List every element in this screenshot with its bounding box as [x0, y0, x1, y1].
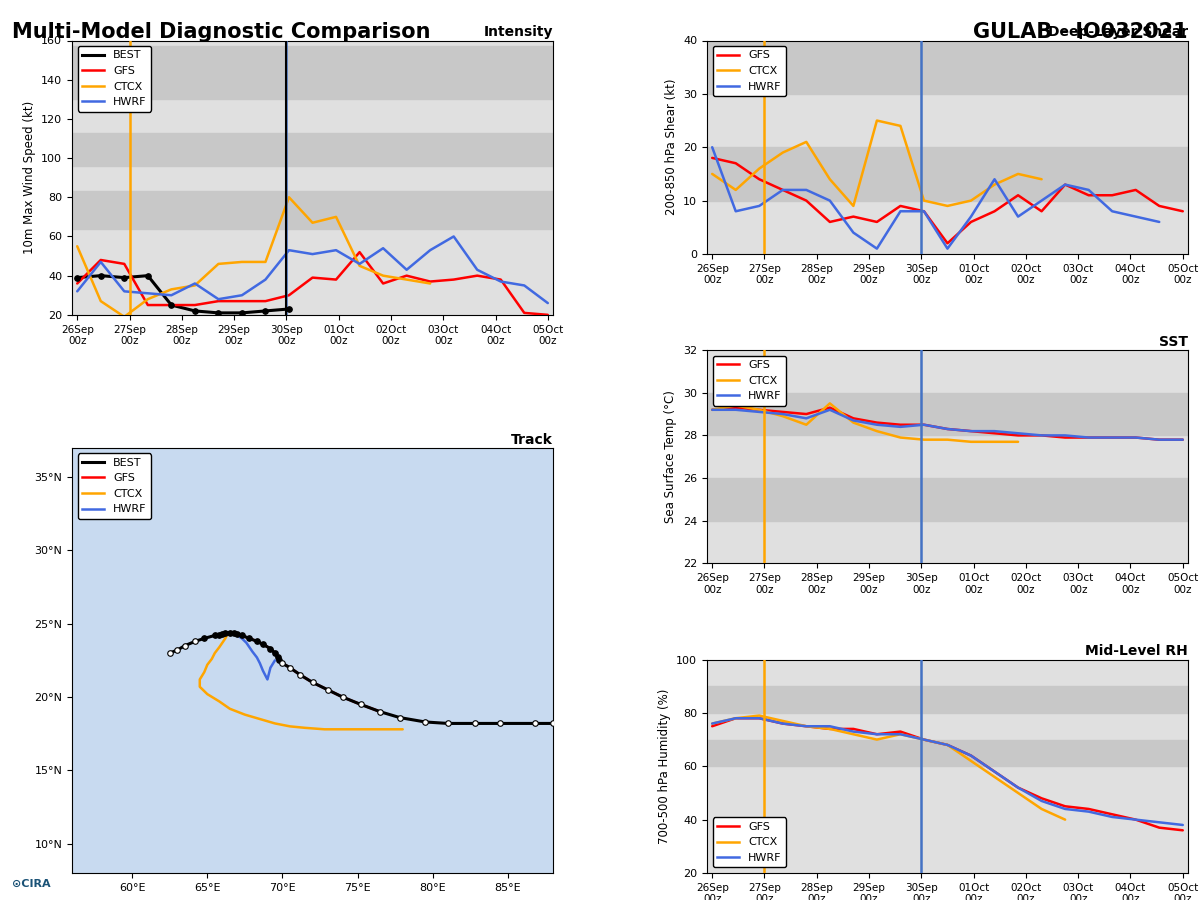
Bar: [72, 192, 553, 229]
Y-axis label: Sea Surface Temp (°C): Sea Surface Temp (°C): [665, 391, 678, 523]
Bar: [707, 392, 1188, 436]
Y-axis label: 10m Max Wind Speed (kt): 10m Max Wind Speed (kt): [23, 101, 36, 255]
Bar: [72, 132, 553, 166]
Text: GULAB - IO032021: GULAB - IO032021: [973, 22, 1188, 42]
Y-axis label: 200-850 hPa Shear (kt): 200-850 hPa Shear (kt): [665, 79, 678, 215]
Bar: [707, 478, 1188, 521]
Y-axis label: 700-500 hPa Humidity (%): 700-500 hPa Humidity (%): [658, 688, 671, 844]
Legend: GFS, CTCX, HWRF: GFS, CTCX, HWRF: [713, 817, 786, 868]
Bar: [707, 148, 1188, 201]
Bar: [707, 740, 1188, 766]
Text: Track: Track: [511, 433, 553, 446]
Bar: [707, 686, 1188, 713]
Legend: BEST, GFS, CTCX, HWRF: BEST, GFS, CTCX, HWRF: [78, 46, 151, 112]
Text: SST: SST: [1159, 335, 1188, 349]
Text: Intensity: Intensity: [484, 25, 553, 40]
Text: ⊙CIRA: ⊙CIRA: [12, 879, 50, 889]
Text: Deep-Layer Shear: Deep-Layer Shear: [1048, 25, 1188, 40]
Legend: GFS, CTCX, HWRF: GFS, CTCX, HWRF: [713, 356, 786, 406]
Bar: [72, 47, 553, 99]
Legend: GFS, CTCX, HWRF: GFS, CTCX, HWRF: [713, 46, 786, 96]
Text: Mid-Level RH: Mid-Level RH: [1085, 644, 1188, 659]
Text: Multi-Model Diagnostic Comparison: Multi-Model Diagnostic Comparison: [12, 22, 431, 42]
Legend: BEST, GFS, CTCX, HWRF: BEST, GFS, CTCX, HWRF: [78, 454, 151, 519]
Bar: [707, 40, 1188, 94]
